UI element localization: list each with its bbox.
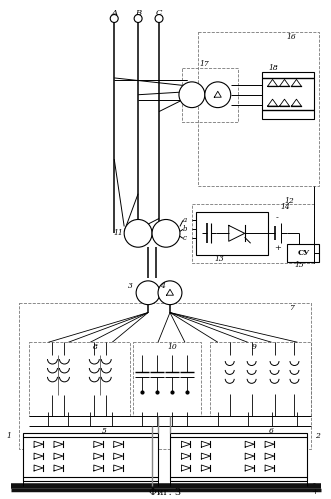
- Bar: [19, 302, 311, 449]
- Text: a: a: [183, 217, 187, 225]
- Text: 12: 12: [285, 197, 294, 205]
- Text: A: A: [111, 8, 117, 16]
- Bar: [170, 433, 307, 481]
- Bar: [261, 72, 314, 119]
- Circle shape: [158, 281, 182, 304]
- Text: Фиг. 3: Фиг. 3: [149, 488, 181, 497]
- Text: 13: 13: [215, 255, 225, 263]
- Text: c: c: [183, 235, 187, 243]
- Text: 10: 10: [167, 343, 177, 351]
- Text: 6: 6: [269, 427, 274, 435]
- Text: 7: 7: [289, 303, 294, 311]
- Text: 8: 8: [93, 343, 98, 351]
- Text: 16: 16: [287, 33, 296, 41]
- Circle shape: [134, 14, 142, 22]
- Text: 1: 1: [6, 432, 11, 440]
- Text: -: -: [276, 215, 279, 223]
- Circle shape: [152, 220, 180, 247]
- Bar: [28, 342, 130, 417]
- Text: B: B: [135, 8, 141, 16]
- Circle shape: [205, 82, 231, 108]
- Bar: [23, 433, 158, 481]
- Text: 2: 2: [315, 432, 320, 440]
- Circle shape: [124, 220, 152, 247]
- Text: C: C: [156, 8, 162, 16]
- Bar: [198, 32, 319, 186]
- Bar: [288, 244, 319, 262]
- Text: -: -: [313, 480, 316, 488]
- Text: b: b: [183, 226, 187, 234]
- Bar: [23, 433, 158, 481]
- Text: +: +: [311, 488, 318, 496]
- Bar: [182, 68, 238, 122]
- Text: 14: 14: [281, 203, 290, 211]
- Circle shape: [136, 281, 160, 304]
- Text: 15: 15: [295, 261, 304, 269]
- Text: +: +: [274, 244, 281, 252]
- Bar: [196, 212, 267, 255]
- Text: 18: 18: [269, 64, 278, 72]
- Text: 11: 11: [113, 230, 123, 238]
- Text: 17: 17: [200, 60, 210, 68]
- Circle shape: [110, 14, 118, 22]
- Bar: [170, 433, 307, 481]
- Text: 5: 5: [102, 427, 107, 435]
- Text: 3: 3: [128, 282, 133, 290]
- Bar: [192, 204, 314, 263]
- Circle shape: [155, 14, 163, 22]
- Circle shape: [179, 82, 205, 108]
- Bar: [133, 342, 201, 417]
- Text: 9: 9: [252, 343, 257, 351]
- Text: 4: 4: [160, 282, 165, 290]
- Text: СУ: СУ: [297, 249, 309, 257]
- Bar: [210, 342, 311, 417]
